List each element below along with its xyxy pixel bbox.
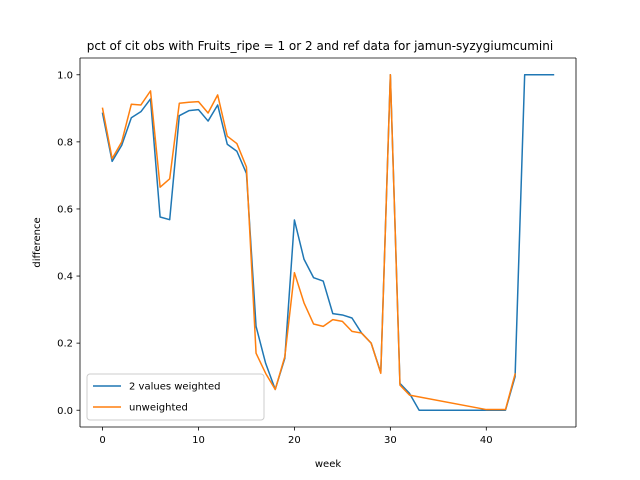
series-layer	[101, 74, 555, 411]
x-tick-label: 0	[99, 435, 105, 446]
chart-title: pct of cit obs with Fruits_ripe = 1 or 2…	[87, 39, 553, 53]
x-tick-label: 30	[384, 435, 397, 446]
axes-spines	[79, 57, 577, 428]
series-line-weighted	[101, 74, 555, 411]
plot-area: 0 10 20 30 40 0.0 0.2 0.4 0.6 0.8 1.0	[57, 57, 577, 446]
axes-background	[80, 58, 576, 427]
x-axis-ticks: 0 10 20 30 40	[99, 427, 493, 446]
legend-label: 2 values weighted	[129, 382, 220, 393]
x-tick-label: 20	[288, 435, 301, 446]
legend-items: 2 values weighted unweighted	[93, 382, 220, 414]
y-tick-label: 1.0	[57, 70, 73, 81]
y-tick-label: 0.6	[57, 205, 73, 216]
y-tick-label: 0.8	[57, 137, 73, 148]
legend: 2 values weighted unweighted	[86, 373, 265, 421]
y-tick-label: 0.4	[57, 272, 73, 283]
y-axis-label: difference	[32, 217, 43, 267]
legend-label: unweighted	[129, 403, 188, 414]
x-tick-label: 40	[480, 435, 493, 446]
x-tick-label: 10	[192, 435, 205, 446]
y-axis-ticks: 0.0 0.2 0.4 0.6 0.8 1.0	[57, 70, 80, 417]
x-axis-label: week	[315, 459, 341, 470]
series-line-unweighted	[101, 74, 516, 411]
y-tick-label: 0.2	[57, 339, 73, 350]
y-tick-label: 0.0	[57, 406, 73, 417]
legend-frame	[86, 373, 265, 421]
